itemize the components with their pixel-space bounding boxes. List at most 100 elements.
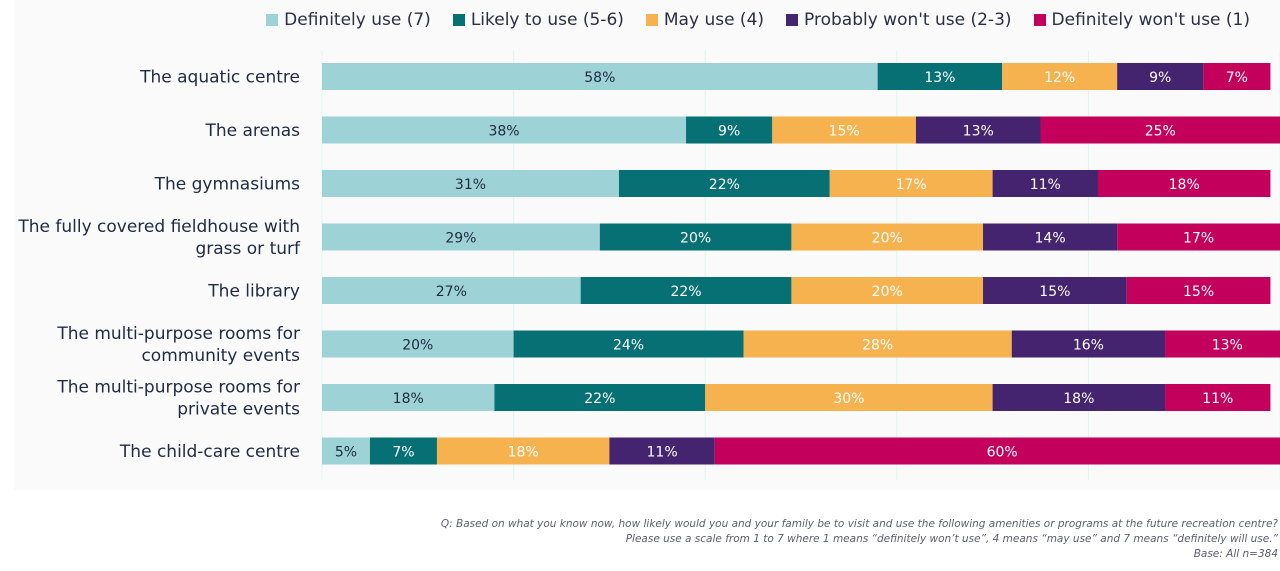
bar-segment [686, 116, 773, 144]
bar-segment [829, 170, 993, 197]
data-label: 29% [445, 231, 476, 247]
category-label: The multi-purpose rooms for community eve… [56, 324, 300, 366]
bar-segment [322, 116, 687, 144]
data-label: 18% [393, 391, 424, 407]
bar-segment [322, 330, 514, 358]
legend: Definitely use (7) Likely to use (5-6) May… [0, 10, 1280, 30]
bar-segment [322, 384, 495, 411]
data-label: 15% [1039, 284, 1070, 300]
legend-label: Definitely use (7) [284, 10, 431, 30]
category-label: The multi-purpose rooms for private event… [56, 378, 300, 420]
legend-label: Definitely won't use (1) [1051, 10, 1250, 30]
data-label: 28% [862, 338, 893, 354]
category-label: The child-care centre [119, 442, 300, 462]
data-label: 7% [1226, 70, 1248, 86]
footnote: Q: Based on what you know now, how likel… [278, 517, 1278, 562]
data-label: 11% [647, 445, 678, 461]
data-label: 18% [1063, 391, 1094, 407]
data-label: 17% [896, 177, 927, 193]
data-label: 30% [833, 391, 864, 407]
data-label: 60% [987, 445, 1018, 461]
bar-segment [1011, 330, 1166, 358]
bar-segment [983, 223, 1118, 251]
category-label: The gymnasiums [154, 175, 301, 195]
category-label: The aquatic centre [139, 68, 300, 88]
data-label: 27% [436, 284, 467, 300]
bar-segment [992, 170, 1098, 197]
bar-segment [983, 277, 1127, 304]
legend-swatch [452, 14, 465, 26]
footnote-question: Q: Based on what you know now, how likel… [440, 518, 1278, 530]
bar-segment [1165, 384, 1271, 411]
bar-segment [714, 437, 1280, 465]
bar-segment [877, 63, 1003, 90]
data-label: 22% [584, 391, 615, 407]
legend-swatch [786, 14, 799, 26]
bar-segment [322, 170, 619, 197]
bar-segment [322, 437, 370, 465]
bar-segment [1126, 277, 1271, 304]
bar-segment [915, 116, 1041, 144]
category-label: The fully covered fieldhouse with grass o… [17, 217, 301, 259]
bar-segment [609, 437, 715, 465]
data-label: 14% [1035, 231, 1066, 247]
data-label: 20% [680, 231, 711, 247]
bar-segment [1165, 330, 1280, 358]
bar-segment [1040, 116, 1280, 144]
legend-swatch [645, 14, 658, 26]
data-label: 9% [1149, 70, 1171, 86]
bar-segment [992, 384, 1166, 411]
data-label: 15% [1183, 284, 1214, 300]
bar-segment [1097, 170, 1271, 197]
data-label: 31% [455, 177, 486, 193]
bar-segment [599, 223, 792, 251]
data-label: 18% [1169, 177, 1200, 193]
bar-segment [1002, 63, 1118, 90]
data-label: 13% [924, 70, 955, 86]
legend-label: May use (4) [663, 10, 765, 30]
bar-segment [369, 437, 437, 465]
data-label: 25% [1145, 124, 1176, 140]
bar-segment [1203, 63, 1271, 90]
bar-segment [322, 63, 878, 90]
legend-item: Probably won't use (2-3) [786, 10, 1012, 30]
category-label: The arenas [204, 121, 300, 141]
data-label: 9% [718, 124, 740, 140]
data-label: 22% [709, 177, 740, 193]
bar-segment [618, 170, 830, 197]
category-label: The library [207, 282, 300, 302]
bar-segment [494, 384, 706, 411]
data-label: 20% [402, 338, 433, 354]
bar-segment [1117, 223, 1280, 251]
bar-segment [743, 330, 1012, 358]
data-label: 24% [613, 338, 644, 354]
data-label: 58% [584, 70, 615, 86]
data-label: 22% [670, 284, 701, 300]
legend-label: Likely to use (5-6) [470, 10, 624, 30]
bar-segment [791, 223, 984, 251]
legend-item: Definitely won't use (1) [1033, 10, 1250, 30]
data-label: 15% [829, 124, 860, 140]
data-label: 11% [1202, 391, 1233, 407]
legend-item: Likely to use (5-6) [452, 10, 624, 30]
data-label: 20% [872, 231, 903, 247]
bar-segment [705, 384, 993, 411]
legend-swatch [1033, 14, 1046, 26]
bar-segment [322, 223, 600, 251]
bar-segment [580, 277, 792, 304]
data-label: 18% [508, 445, 539, 461]
data-label: 13% [1212, 338, 1243, 354]
bar-segment [791, 277, 984, 304]
legend-swatch [266, 14, 279, 26]
bar-segment [1117, 63, 1204, 90]
bar-segment [513, 330, 744, 358]
bar-segment [322, 277, 581, 304]
data-label: 20% [872, 284, 903, 300]
legend-label: Probably won't use (2-3) [804, 10, 1012, 30]
data-label: 7% [392, 445, 414, 461]
data-label: 11% [1030, 177, 1061, 193]
data-label: 16% [1073, 338, 1104, 354]
bar-segment [772, 116, 916, 144]
legend-item: Definitely use (7) [266, 10, 431, 30]
